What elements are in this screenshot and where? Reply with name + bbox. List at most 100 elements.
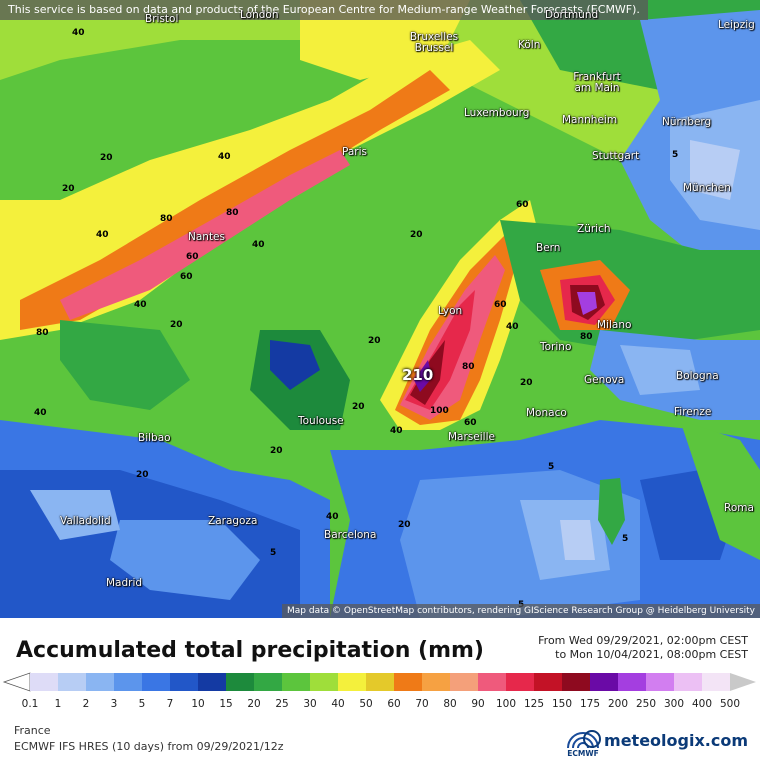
scale-tick-label: 10 (191, 698, 205, 710)
city-label: Paris (342, 146, 367, 158)
contour-label: 40 (96, 230, 109, 240)
city-label: Zaragoza (208, 515, 258, 527)
scale-tick-label: 30 (303, 698, 317, 710)
contour-label: 60 (494, 300, 507, 310)
contour-label: 100 (430, 406, 449, 416)
contour-label: 80 (580, 332, 593, 342)
scale-swatch (478, 673, 506, 691)
scale-tick-label: 0.1 (21, 698, 39, 710)
scale-tick-label: 15 (219, 698, 233, 710)
city-label: Monaco (526, 407, 567, 419)
city-label: Köln (518, 39, 541, 51)
forecast-period: From Wed 09/29/2021, 02:00pm CEST to Mon… (538, 634, 748, 662)
scale-tick-label: 80 (443, 698, 457, 710)
model-run-label: ECMWF IFS HRES (10 days) from 09/29/2021… (14, 740, 284, 753)
city-label: Nürnberg (662, 116, 712, 128)
scale-swatch (674, 673, 702, 691)
ecmwf-logo-text: ECMWF (567, 749, 599, 758)
city-label: Stuttgart (592, 150, 640, 162)
contour-label: 40 (34, 408, 47, 418)
contour-label: 40 (72, 28, 85, 38)
scale-swatch (86, 673, 114, 691)
scale-swatch (618, 673, 646, 691)
city-label: Torino (540, 341, 572, 353)
contour-label: 40 (218, 152, 231, 162)
contour-label: 80 (160, 214, 173, 224)
brand-logo[interactable]: meteologix.com (583, 730, 748, 750)
contour-label: 80 (462, 362, 475, 372)
period-to: to Mon 10/04/2021, 08:00pm CEST (555, 648, 748, 661)
map-attribution[interactable]: Map data © OpenStreetMap contributors, r… (282, 604, 760, 618)
contour-label: 40 (252, 240, 265, 250)
contour-label: 20 (136, 470, 149, 480)
scale-tick-label: 5 (138, 698, 146, 710)
scale-tick-label: 100 (495, 698, 517, 710)
ecmwf-disclaimer: This service is based on data and produc… (0, 0, 648, 20)
scale-tick-label: 250 (635, 698, 657, 710)
contour-label: 80 (226, 208, 239, 218)
scale-tick-label: 90 (471, 698, 485, 710)
city-label: Bristol (145, 13, 179, 25)
scale-tick-label: 7 (166, 698, 174, 710)
scale-swatch (422, 673, 450, 691)
scale-swatch (30, 673, 58, 691)
city-label: Dortmund (545, 9, 599, 21)
scale-tick-label: 20 (247, 698, 261, 710)
contour-label: 60 (180, 272, 193, 282)
scale-swatch (254, 673, 282, 691)
contour-label: 20 (398, 520, 411, 530)
scale-swatch (534, 673, 562, 691)
scale-swatch (702, 673, 730, 691)
scale-tick-label: 1 (54, 698, 62, 710)
scale-tick-label: 200 (607, 698, 629, 710)
scale-swatch (282, 673, 310, 691)
scale-tick-label: 500 (719, 698, 741, 710)
city-label: Lyon (438, 305, 463, 317)
contour-label: 40 (134, 300, 147, 310)
scale-tick-label: 70 (415, 698, 429, 710)
city-label: Nantes (188, 231, 225, 243)
scale-swatch (394, 673, 422, 691)
city-label: Luxembourg (464, 107, 530, 119)
contour-label: 40 (326, 512, 339, 522)
peak-value-label: 210 (402, 366, 434, 384)
city-label: Zürich (577, 223, 611, 235)
city-label: Valladolid (60, 515, 111, 527)
contour-label: 60 (464, 418, 477, 428)
scale-tick-label: 150 (551, 698, 573, 710)
scale-tick-label: 40 (331, 698, 345, 710)
contour-label: 5 (622, 534, 629, 544)
city-label: Toulouse (298, 415, 344, 427)
scale-tick-label: 400 (691, 698, 713, 710)
contour-label: 60 (516, 200, 529, 210)
precipitation-field (0, 0, 760, 618)
legend-panel: Accumulated total precipitation (mm) Fro… (0, 618, 760, 760)
city-label: Leipzig (718, 19, 755, 31)
city-label: Roma (724, 502, 754, 514)
scale-arrow-right (730, 673, 756, 691)
city-label: Milano (597, 319, 632, 331)
city-label: Bologna (676, 370, 719, 382)
precipitation-map[interactable]: This service is based on data and produc… (0, 0, 760, 618)
scale-tick-label: 50 (359, 698, 373, 710)
contour-label: 20 (368, 336, 381, 346)
contour-label: 5 (672, 150, 679, 160)
contour-label: 20 (270, 446, 283, 456)
city-label: Frankfurt am Main (573, 71, 621, 94)
scale-tick-label: 60 (387, 698, 401, 710)
contour-label: 20 (352, 402, 365, 412)
scale-swatch (646, 673, 674, 691)
contour-label: 40 (390, 426, 403, 436)
scale-swatch (58, 673, 86, 691)
scale-swatch (170, 673, 198, 691)
scale-tick-label: 300 (663, 698, 685, 710)
contour-label: 20 (62, 184, 75, 194)
region-label: France (14, 724, 51, 737)
city-label: Genova (584, 374, 625, 386)
scale-swatch (590, 673, 618, 691)
scale-swatch (114, 673, 142, 691)
city-label: Firenze (674, 406, 712, 418)
contour-label: 40 (506, 322, 519, 332)
scale-swatch (450, 673, 478, 691)
scale-tick-label: 175 (579, 698, 601, 710)
